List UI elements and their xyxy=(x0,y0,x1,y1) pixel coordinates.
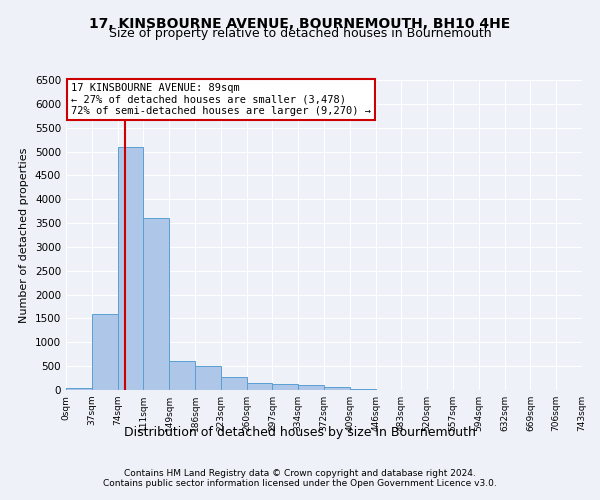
Text: 17, KINSBOURNE AVENUE, BOURNEMOUTH, BH10 4HE: 17, KINSBOURNE AVENUE, BOURNEMOUTH, BH10… xyxy=(89,18,511,32)
Bar xyxy=(118,147,143,390)
Text: Size of property relative to detached houses in Bournemouth: Size of property relative to detached ho… xyxy=(109,28,491,40)
Bar xyxy=(221,376,247,390)
Text: Contains HM Land Registry data © Crown copyright and database right 2024.: Contains HM Land Registry data © Crown c… xyxy=(124,470,476,478)
Text: Distribution of detached houses by size in Bournemouth: Distribution of detached houses by size … xyxy=(124,426,476,439)
Bar xyxy=(66,388,92,390)
Bar xyxy=(324,387,350,390)
Bar xyxy=(92,314,118,390)
Bar xyxy=(350,388,376,390)
Text: 17 KINSBOURNE AVENUE: 89sqm
← 27% of detached houses are smaller (3,478)
72% of : 17 KINSBOURNE AVENUE: 89sqm ← 27% of det… xyxy=(71,83,371,116)
Bar xyxy=(195,366,221,390)
Y-axis label: Number of detached properties: Number of detached properties xyxy=(19,148,29,322)
Bar xyxy=(169,362,195,390)
Bar xyxy=(298,385,324,390)
Text: Contains public sector information licensed under the Open Government Licence v3: Contains public sector information licen… xyxy=(103,480,497,488)
Bar xyxy=(272,384,298,390)
Bar xyxy=(143,218,169,390)
Bar xyxy=(247,383,272,390)
